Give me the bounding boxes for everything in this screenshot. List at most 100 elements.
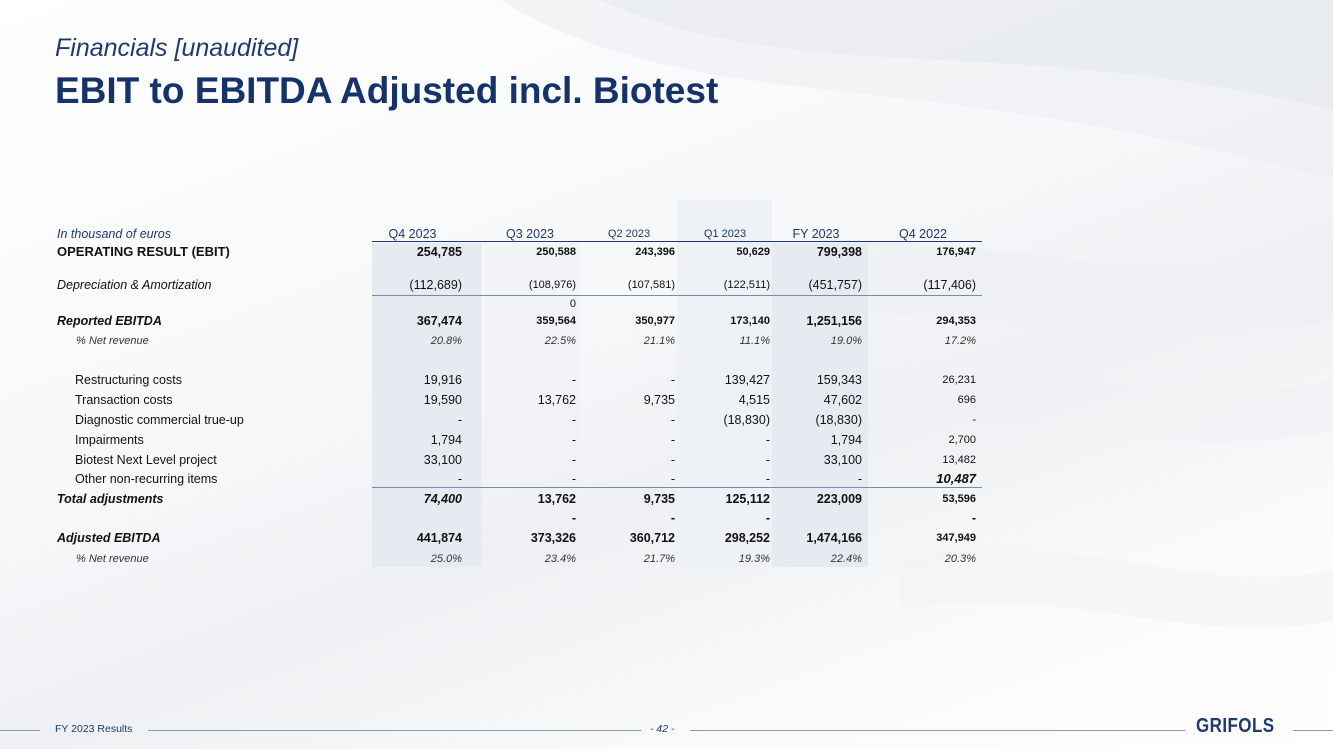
table-row: Reported EBITDA 367,474 359,564 350,977 … <box>0 311 1333 331</box>
divider <box>372 295 982 296</box>
header-underline <box>372 241 982 242</box>
table-cell: 350,977 <box>635 315 675 327</box>
table-cell: 53,596 <box>942 493 976 505</box>
footer-rule-right <box>1293 730 1333 731</box>
table-row: Impairments 1,794 - - - 1,794 2,700 <box>0 430 1333 450</box>
table-cell: 47,602 <box>823 393 862 407</box>
table-cell: - <box>571 511 576 525</box>
table-row: - - - - <box>0 508 1333 528</box>
row-label: Diagnostic commercial true-up <box>75 413 244 427</box>
row-label: % Net revenue <box>76 335 149 347</box>
table-cell: (18,830) <box>723 413 770 427</box>
table-cell: 125,112 <box>725 492 771 506</box>
table-cell: 2,700 <box>948 434 976 446</box>
table-cell: 13,762 <box>537 492 576 506</box>
table-cell: 25.0% <box>430 553 462 565</box>
table-cell: (122,511) <box>723 279 770 291</box>
table-cell: 19,590 <box>423 393 462 407</box>
table-cell: - <box>972 414 976 426</box>
table-cell: 347,949 <box>936 532 976 544</box>
table-cell: - <box>971 511 976 525</box>
table-cell: 11.1% <box>739 335 770 347</box>
table-row: % Net revenue 20.8% 22.5% 21.1% 11.1% 19… <box>0 331 1333 351</box>
table-cell: 10,487 <box>936 471 976 486</box>
table-cell: 50,629 <box>736 246 770 258</box>
table-cell: 139,427 <box>724 373 770 387</box>
grifols-logo: GRIFOLS <box>1196 715 1275 737</box>
row-label: Impairments <box>75 433 144 447</box>
footer-report-title: FY 2023 Results <box>55 723 133 735</box>
divider <box>372 487 982 488</box>
table-cell: - <box>670 373 675 387</box>
table-cell: 359,564 <box>536 315 576 327</box>
table-cell: 19,916 <box>423 373 462 387</box>
q1-2023-column-shade <box>677 200 772 567</box>
table-cell: - <box>765 433 770 447</box>
table-cell: 26,231 <box>942 374 976 386</box>
table-cell: 9,735 <box>643 393 675 407</box>
row-label: Biotest Next Level project <box>75 453 217 467</box>
table-cell: 20.8% <box>430 335 462 347</box>
page-title: EBIT to EBITDA Adjusted incl. Biotest <box>55 70 719 111</box>
table-cell: 799,398 <box>816 245 862 259</box>
table-cell: - <box>857 472 862 486</box>
table-row: % Net revenue 25.0% 23.4% 21.7% 19.3% 22… <box>0 549 1333 569</box>
row-label: Adjusted EBITDA <box>57 531 161 545</box>
table-cell: 74,400 <box>423 492 462 506</box>
table-cell: 23.4% <box>544 553 576 565</box>
table-cell: (117,406) <box>923 278 976 292</box>
q3-2023-column-shade <box>484 243 580 567</box>
table-cell: 22.5% <box>544 335 576 347</box>
table-cell: 9,735 <box>643 492 675 506</box>
table-cell: - <box>670 511 675 525</box>
table-cell: - <box>571 433 576 447</box>
table-cell: 250,588 <box>536 246 576 258</box>
table-cell: (112,689) <box>409 278 462 292</box>
column-header: Q2 2023 <box>607 228 651 240</box>
column-header: Q4 2022 <box>899 227 947 241</box>
table-cell: - <box>765 453 770 467</box>
table-cell: - <box>765 472 770 486</box>
table-row: Depreciation & Amortization (112,689) (1… <box>0 275 1333 295</box>
table-cell: 360,712 <box>629 531 675 545</box>
table-cell: 159,343 <box>816 373 862 387</box>
table-cell: 22.4% <box>830 553 862 565</box>
column-header: Q1 2023 <box>703 228 747 240</box>
row-label: Reported EBITDA <box>57 314 162 328</box>
table-cell: - <box>571 472 576 486</box>
table-cell: - <box>670 472 675 486</box>
table-cell: 1,794 <box>430 433 462 447</box>
unit-label: In thousand of euros <box>57 227 171 241</box>
table-cell: 254,785 <box>416 245 462 259</box>
table-cell: - <box>571 413 576 427</box>
table-cell: (18,830) <box>815 413 862 427</box>
table-cell: - <box>571 453 576 467</box>
fy-2023-column-shade <box>772 243 868 567</box>
table-row: Restructuring costs 19,916 - - 139,427 1… <box>0 370 1333 390</box>
table-cell: - <box>670 453 675 467</box>
table-cell: 19.3% <box>738 553 770 565</box>
table-cell: 1,251,156 <box>806 314 862 328</box>
table-cell: - <box>571 373 576 387</box>
table-header-row: In thousand of euros Q4 2023 Q3 2023 Q2 … <box>0 224 1333 244</box>
table-row: Transaction costs 19,590 13,762 9,735 4,… <box>0 390 1333 410</box>
table-cell: 173,140 <box>730 315 770 327</box>
table-cell: 294,353 <box>936 315 976 327</box>
row-label: OPERATING RESULT (EBIT) <box>57 244 230 259</box>
table-row: OPERATING RESULT (EBIT) 254,785 250,588 … <box>0 242 1333 262</box>
table-cell: 19.0% <box>830 335 862 347</box>
table-cell: - <box>765 511 770 525</box>
table-cell: - <box>457 472 462 486</box>
table-cell: 298,252 <box>724 531 770 545</box>
table-cell: 176,947 <box>936 246 976 258</box>
table-cell: 13,762 <box>537 393 576 407</box>
table-cell: 373,326 <box>530 531 576 545</box>
zero-note: 0 <box>569 298 576 310</box>
table-cell: - <box>670 413 675 427</box>
row-label: Restructuring costs <box>75 373 182 387</box>
table-cell: 696 <box>957 394 976 406</box>
row-label: % Net revenue <box>76 553 149 565</box>
table-cell: 33,100 <box>423 453 462 467</box>
table-cell: 1,474,166 <box>806 531 862 545</box>
column-header: FY 2023 <box>792 227 840 241</box>
